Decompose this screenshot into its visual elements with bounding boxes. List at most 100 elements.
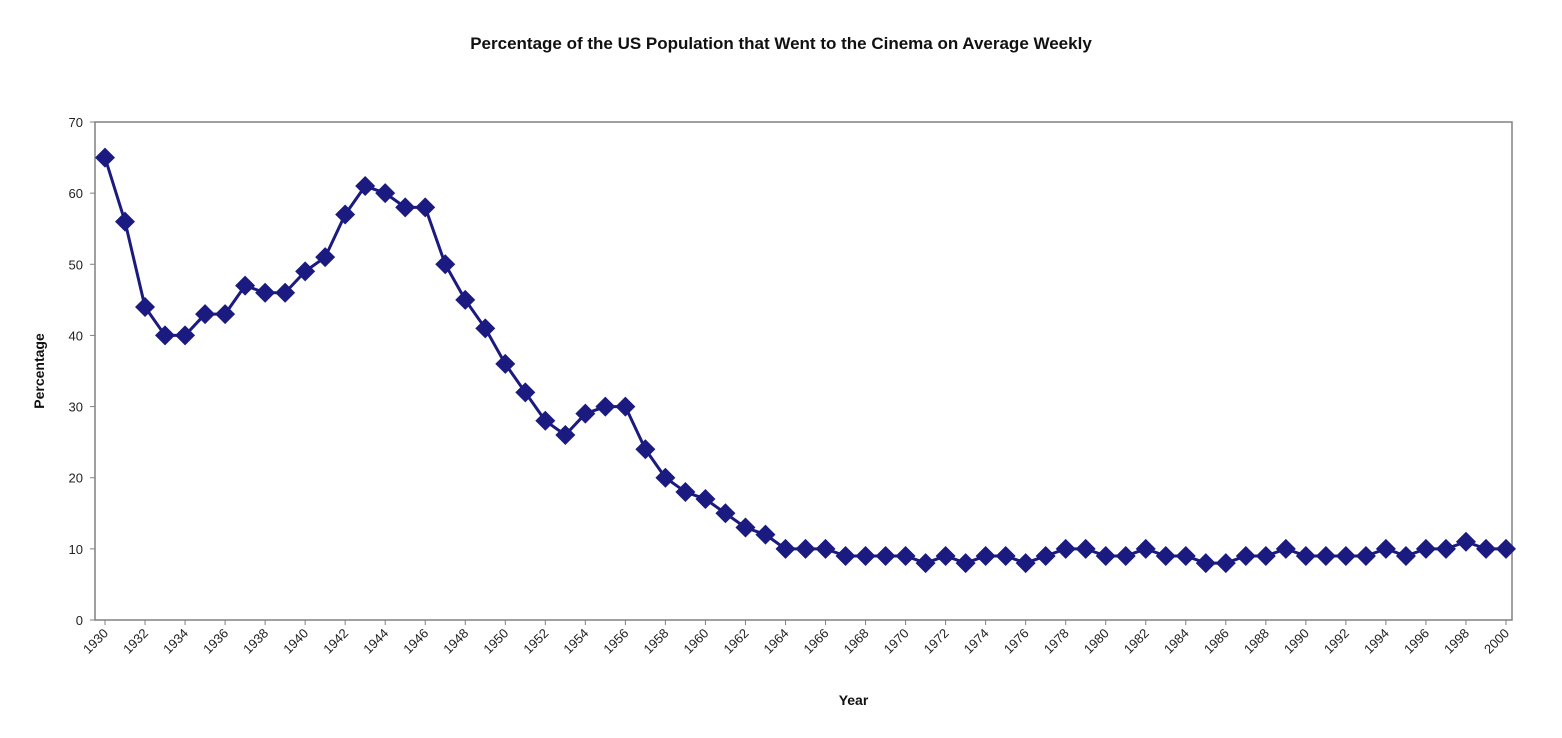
data-point-marker	[1395, 545, 1416, 566]
x-tick-label: 1964	[761, 626, 792, 657]
data-point-marker	[955, 553, 976, 574]
data-point-marker	[395, 197, 416, 218]
x-tick-label: 1954	[560, 626, 591, 657]
data-point-marker	[1175, 545, 1196, 566]
x-axis-title: Year	[839, 692, 869, 708]
data-point-marker	[415, 197, 436, 218]
data-point-marker	[655, 467, 676, 488]
x-tick-label: 1968	[841, 626, 872, 657]
x-tick-label: 1960	[680, 626, 711, 657]
x-tick-label: 1984	[1161, 626, 1192, 657]
series-layer	[95, 147, 1516, 574]
x-tick-label: 1956	[600, 626, 631, 657]
data-point-marker	[1415, 538, 1436, 559]
data-point-marker	[635, 439, 656, 460]
x-tick-label: 1950	[480, 626, 511, 657]
x-tick-label: 1996	[1401, 626, 1432, 657]
data-point-marker	[215, 304, 236, 325]
data-point-marker	[795, 538, 816, 559]
data-point-marker	[1075, 538, 1096, 559]
x-tick-label: 1998	[1441, 626, 1472, 657]
data-point-marker	[495, 353, 516, 374]
data-point-marker	[1195, 553, 1216, 574]
data-point-marker	[115, 211, 136, 232]
y-tick-label: 50	[69, 257, 83, 272]
data-point-marker	[875, 545, 896, 566]
data-point-marker	[1035, 545, 1056, 566]
chart-title: Percentage of the US Population that Wen…	[470, 34, 1092, 53]
data-point-marker	[1375, 538, 1396, 559]
x-tick-label: 1992	[1321, 626, 1352, 657]
x-tick-label: 1948	[440, 626, 471, 657]
x-tick-label: 1940	[280, 626, 311, 657]
data-point-marker	[315, 247, 336, 268]
x-tick-label: 1982	[1121, 626, 1152, 657]
data-point-marker	[975, 545, 996, 566]
x-tick-label: 1934	[160, 626, 191, 657]
data-point-marker	[1055, 538, 1076, 559]
plot-area	[94, 121, 1513, 621]
data-point-marker	[1215, 553, 1236, 574]
x-tick-label: 1944	[360, 626, 391, 657]
data-point-marker	[1115, 545, 1136, 566]
data-point-marker	[735, 517, 756, 538]
x-tick-label: 1936	[200, 626, 231, 657]
data-point-marker	[455, 289, 476, 310]
data-point-marker	[1135, 538, 1156, 559]
data-point-marker	[595, 396, 616, 417]
data-point-marker	[715, 503, 736, 524]
y-tick-label: 60	[69, 186, 83, 201]
x-tick-label: 1972	[921, 626, 952, 657]
y-tick-label: 0	[76, 613, 83, 628]
x-tick-label: 1990	[1281, 626, 1312, 657]
data-point-marker	[1275, 538, 1296, 559]
x-tick-label: 1994	[1361, 626, 1392, 657]
y-axis-title: Percentage	[31, 333, 47, 409]
data-point-marker	[1475, 538, 1496, 559]
data-point-marker	[155, 325, 176, 346]
data-point-marker	[135, 296, 156, 317]
data-point-marker	[895, 545, 916, 566]
data-point-marker	[1315, 545, 1336, 566]
data-point-marker	[355, 176, 376, 197]
x-tick-label: 1966	[801, 626, 832, 657]
x-tick-label: 1970	[881, 626, 912, 657]
x-tick-label: 1986	[1201, 626, 1232, 657]
data-point-marker	[935, 545, 956, 566]
x-tick-label: 1978	[1041, 626, 1072, 657]
data-point-marker	[835, 545, 856, 566]
data-point-marker	[1235, 545, 1256, 566]
data-point-marker	[1435, 538, 1456, 559]
x-tick-label: 1946	[400, 626, 431, 657]
x-tick-label: 1942	[320, 626, 351, 657]
data-point-marker	[375, 183, 396, 204]
y-tick-label: 70	[69, 115, 83, 130]
data-point-marker	[435, 254, 456, 275]
x-tick-label: 1930	[80, 626, 111, 657]
data-point-marker	[235, 275, 256, 296]
data-point-marker	[695, 489, 716, 510]
data-point-marker	[1255, 545, 1276, 566]
y-tick-label: 10	[69, 542, 83, 557]
data-point-marker	[1335, 545, 1356, 566]
data-point-marker	[1355, 545, 1376, 566]
x-tick-label: 1962	[721, 626, 752, 657]
data-point-marker	[755, 524, 776, 545]
data-point-marker	[995, 545, 1016, 566]
data-point-marker	[475, 318, 496, 339]
data-point-marker	[575, 403, 596, 424]
data-point-marker	[175, 325, 196, 346]
data-point-marker	[815, 538, 836, 559]
x-tick-label: 1980	[1081, 626, 1112, 657]
data-point-marker	[1295, 545, 1316, 566]
data-point-marker	[255, 282, 276, 303]
x-tick-label: 1938	[240, 626, 271, 657]
y-axis: 0 10 20 30 40 50 60 70	[69, 115, 95, 628]
data-point-marker	[1155, 545, 1176, 566]
x-tick-label: 1932	[120, 626, 151, 657]
data-point-marker	[615, 396, 636, 417]
data-point-marker	[295, 261, 316, 282]
data-point-marker	[275, 282, 296, 303]
data-point-marker	[855, 545, 876, 566]
